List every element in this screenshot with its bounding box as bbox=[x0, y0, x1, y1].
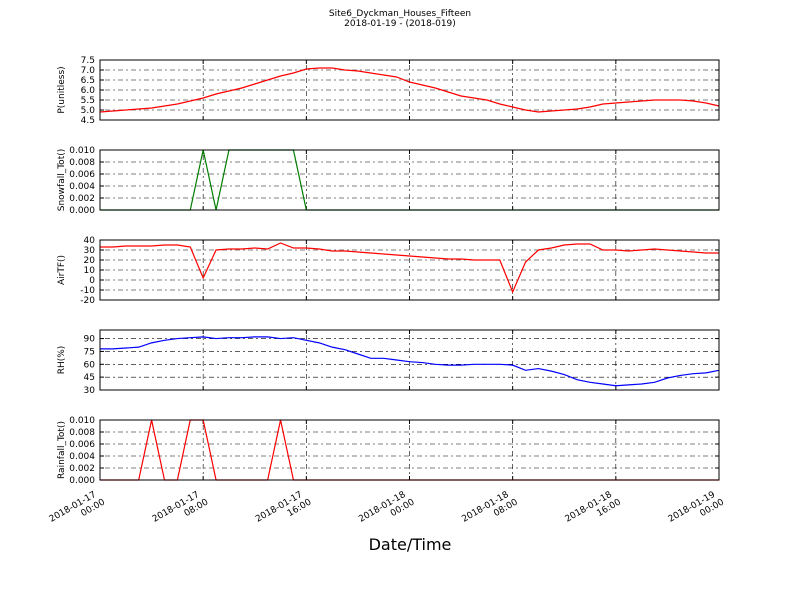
y-tick-label: 30 bbox=[84, 386, 96, 396]
x-axis-label: Date/Time bbox=[369, 535, 452, 554]
y-tick-label: 4.5 bbox=[81, 116, 95, 126]
y-tick-label: 0.000 bbox=[69, 476, 95, 486]
y-tick-label: 0.010 bbox=[69, 416, 95, 426]
y-tick-label: 0.008 bbox=[69, 158, 95, 168]
y-tick-label: 5.0 bbox=[81, 106, 96, 116]
y-tick-label: 6.5 bbox=[81, 76, 95, 86]
y-axis-label: Snowfall_Tot() bbox=[57, 149, 67, 212]
y-tick-label: 7.5 bbox=[81, 56, 95, 66]
y-tick-label: 5.5 bbox=[81, 96, 95, 106]
y-tick-label: 90 bbox=[84, 335, 96, 345]
data-line bbox=[100, 336, 720, 387]
y-tick-label: 0.006 bbox=[69, 440, 95, 450]
y-tick-label: 0.008 bbox=[69, 428, 95, 438]
plot-frame bbox=[99, 59, 720, 121]
y-tick-label: 10 bbox=[84, 266, 96, 276]
plot-frame bbox=[99, 419, 720, 481]
y-tick-label: -20 bbox=[80, 296, 95, 306]
y-axis-label: P(unitless) bbox=[57, 66, 67, 113]
y-tick-label: 0.002 bbox=[69, 194, 95, 204]
y-tick-label: 20 bbox=[84, 256, 96, 266]
data-line bbox=[100, 242, 719, 294]
y-tick-label: 75 bbox=[84, 347, 95, 357]
y-tick-label: 7.0 bbox=[81, 66, 96, 76]
y-tick-label: 6.0 bbox=[81, 86, 96, 96]
y-tick-label: 0 bbox=[89, 276, 95, 286]
y-tick-label: 0.000 bbox=[69, 206, 95, 216]
y-tick-label: 60 bbox=[84, 360, 96, 370]
figure-title: Site6_Dyckman_Houses_Fifteen bbox=[329, 9, 471, 19]
plot-frame bbox=[99, 149, 720, 211]
y-tick-label: 40 bbox=[84, 236, 96, 246]
y-axis-label: AirTF() bbox=[57, 255, 67, 285]
y-tick-label: 30 bbox=[84, 246, 96, 256]
y-tick-label: -10 bbox=[80, 286, 95, 296]
y-tick-label: 0.004 bbox=[69, 452, 95, 462]
figure-subtitle: 2018-01-19 - (2018-019) bbox=[344, 19, 456, 29]
y-tick-label: 0.002 bbox=[69, 464, 95, 474]
plot-frame bbox=[99, 239, 720, 301]
y-tick-label: 0.004 bbox=[69, 182, 95, 192]
data-line bbox=[99, 67, 720, 113]
y-axis-label: Rainfall_Tot() bbox=[57, 421, 67, 479]
plot-frame bbox=[99, 329, 720, 391]
y-tick-label: 0.010 bbox=[69, 146, 95, 156]
y-axis-label: RH(%) bbox=[57, 346, 67, 375]
y-tick-label: 45 bbox=[84, 373, 95, 383]
y-tick-label: 0.006 bbox=[69, 170, 95, 180]
